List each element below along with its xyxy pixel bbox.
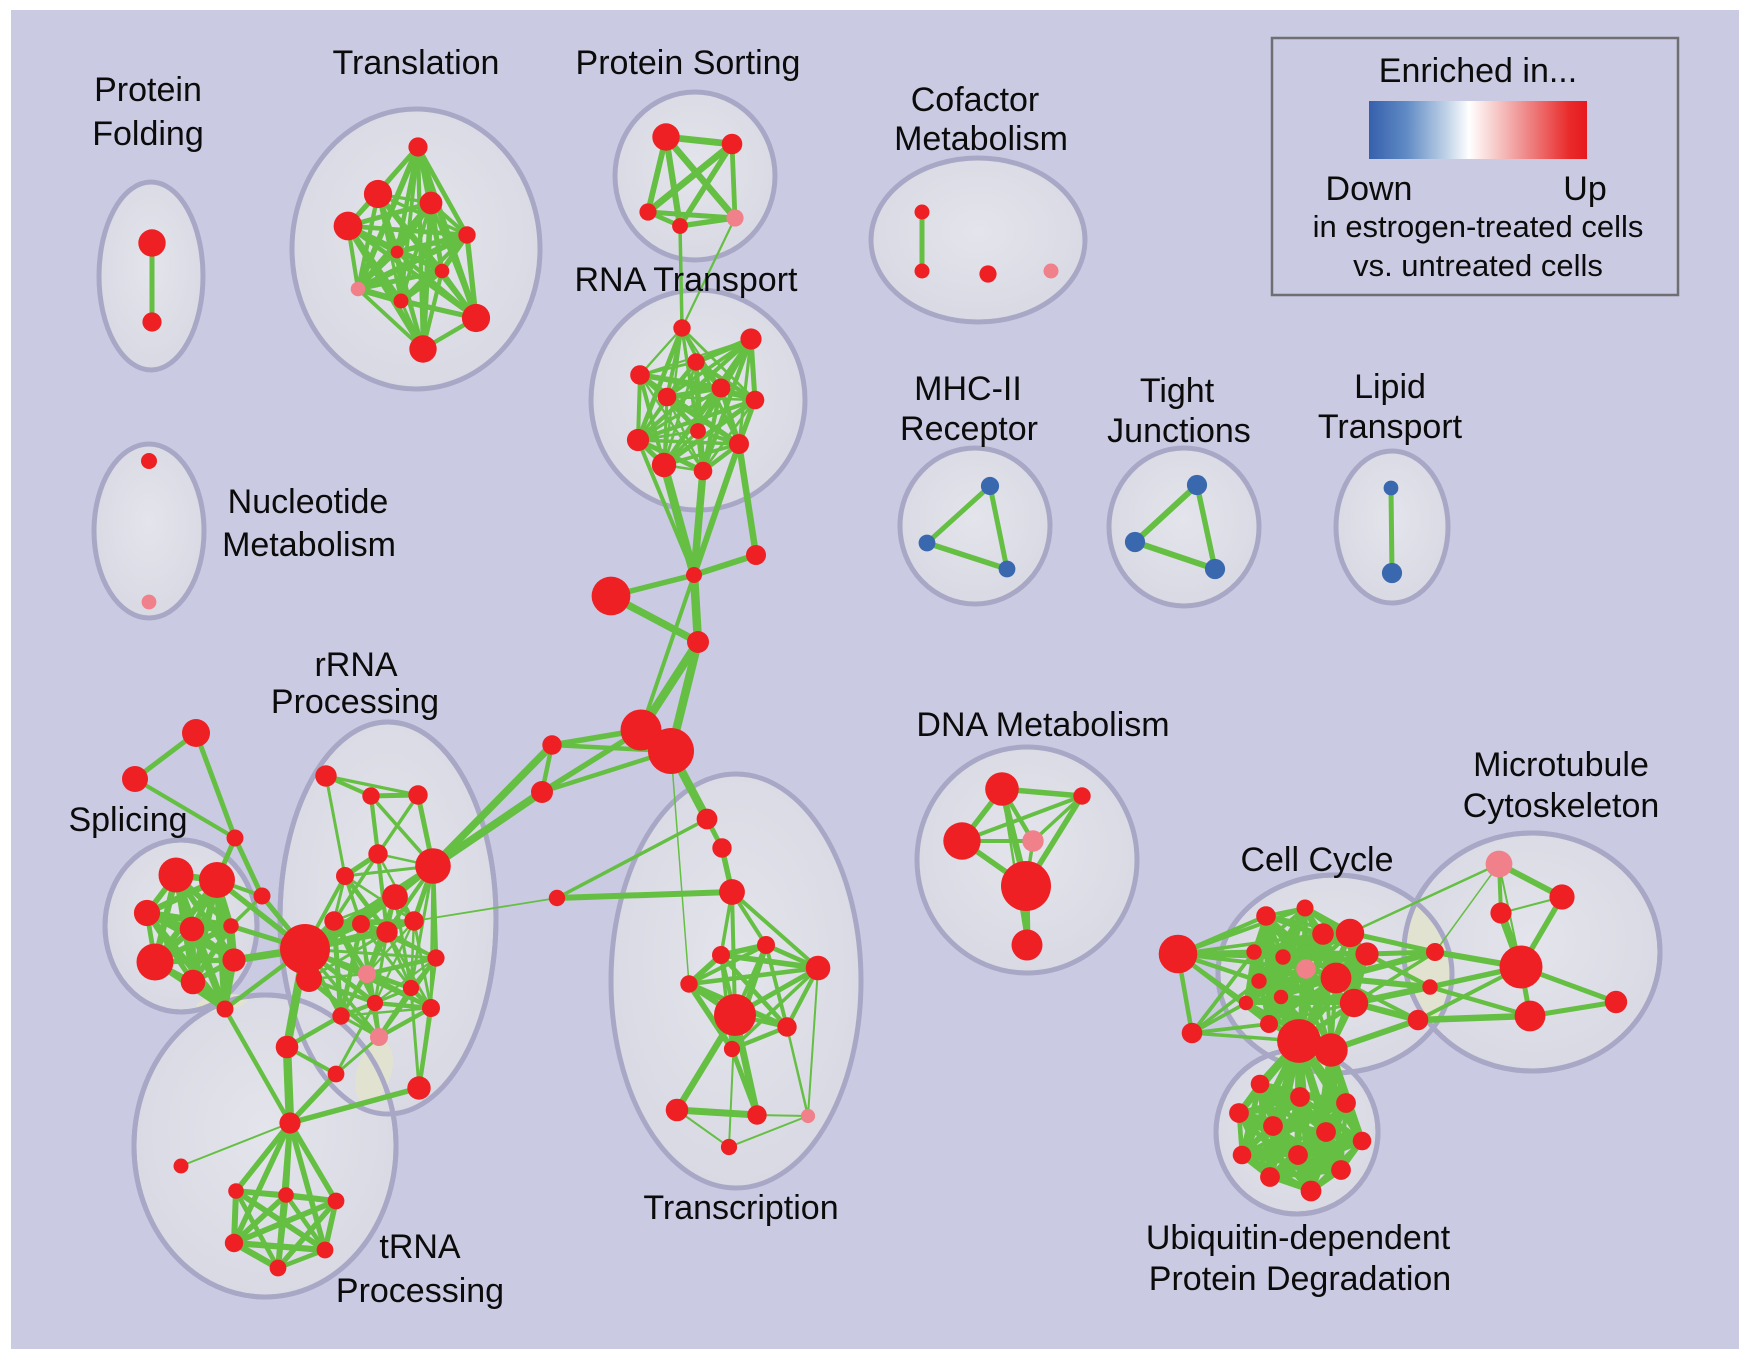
svg-text:Receptor: Receptor bbox=[900, 410, 1038, 448]
svg-text:Cell Cycle: Cell Cycle bbox=[1240, 841, 1393, 879]
svg-text:in estrogen-treated cells: in estrogen-treated cells bbox=[1313, 209, 1644, 244]
svg-text:Junctions: Junctions bbox=[1107, 412, 1251, 450]
svg-text:Enriched in...: Enriched in... bbox=[1379, 52, 1577, 90]
svg-text:Cofactor: Cofactor bbox=[911, 81, 1040, 119]
svg-text:Metabolism: Metabolism bbox=[222, 526, 396, 564]
svg-text:RNA Transport: RNA Transport bbox=[575, 261, 799, 299]
svg-text:Processing: Processing bbox=[336, 1272, 504, 1310]
svg-text:Tight: Tight bbox=[1140, 372, 1215, 410]
svg-text:MHC-II: MHC-II bbox=[914, 370, 1022, 408]
svg-text:DNA Metabolism: DNA Metabolism bbox=[916, 706, 1169, 744]
svg-text:Folding: Folding bbox=[92, 115, 204, 153]
svg-text:Up: Up bbox=[1563, 170, 1606, 208]
svg-text:Translation: Translation bbox=[333, 44, 500, 82]
svg-text:Protein Degradation: Protein Degradation bbox=[1149, 1260, 1451, 1298]
svg-text:tRNA: tRNA bbox=[379, 1228, 461, 1266]
svg-text:Splicing: Splicing bbox=[68, 801, 187, 839]
svg-text:Transcription: Transcription bbox=[643, 1189, 838, 1227]
svg-text:Down: Down bbox=[1326, 170, 1413, 208]
svg-text:Cytoskeleton: Cytoskeleton bbox=[1463, 787, 1660, 825]
svg-text:Microtubule: Microtubule bbox=[1473, 746, 1649, 784]
svg-text:Protein: Protein bbox=[94, 71, 202, 109]
svg-text:Metabolism: Metabolism bbox=[894, 120, 1068, 158]
svg-text:Lipid: Lipid bbox=[1354, 368, 1426, 406]
svg-text:Ubiquitin-dependent: Ubiquitin-dependent bbox=[1146, 1219, 1451, 1257]
svg-text:Processing: Processing bbox=[271, 683, 439, 721]
svg-text:rRNA: rRNA bbox=[314, 646, 397, 684]
svg-text:Nucleotide: Nucleotide bbox=[228, 483, 389, 521]
svg-text:vs. untreated cells: vs. untreated cells bbox=[1353, 248, 1603, 283]
svg-text:Protein Sorting: Protein Sorting bbox=[576, 44, 801, 82]
svg-text:Transport: Transport bbox=[1318, 408, 1463, 446]
